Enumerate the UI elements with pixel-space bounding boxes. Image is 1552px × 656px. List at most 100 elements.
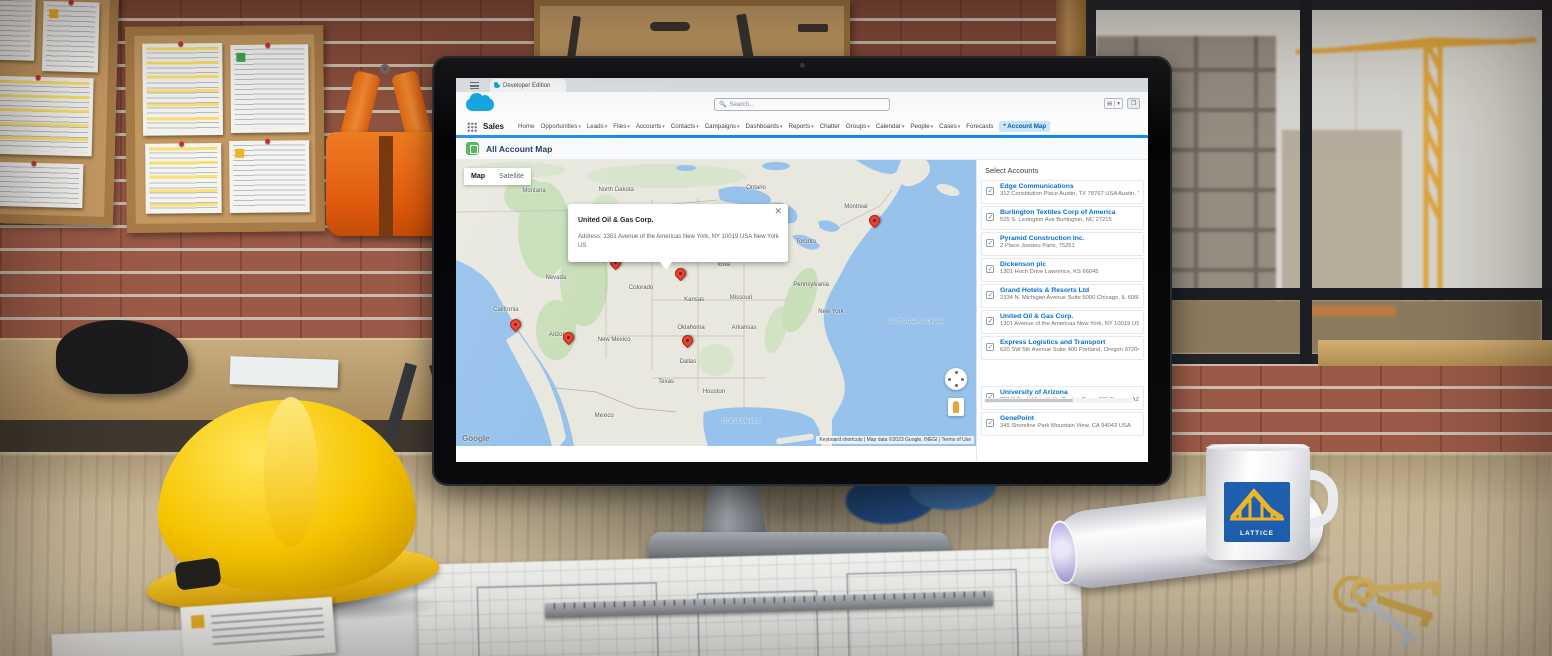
cork-board-left: [0, 0, 120, 226]
account-name-link[interactable]: Dickenson plc: [1000, 261, 1047, 268]
business-card: [180, 596, 336, 656]
grid-view-icon: ▤: [1107, 100, 1113, 107]
nav-tab[interactable]: * Account Map ▾: [999, 121, 1051, 132]
account-checkbox[interactable]: [986, 239, 994, 247]
map-label: Houston: [702, 388, 726, 395]
nav-tab[interactable]: Contacts ▾: [670, 123, 699, 130]
horizontal-scrollbar[interactable]: [983, 398, 1134, 403]
tool-bag: [56, 320, 188, 394]
account-list-item[interactable]: Pyramid Construction Inc. 2 Place Jussie…: [981, 232, 1144, 256]
map-label: Oklahoma: [677, 324, 705, 331]
account-checkbox[interactable]: [986, 317, 994, 325]
map-pan-control[interactable]: [945, 368, 967, 390]
nav-bar: Sales Home ▾ Opportunities ▾ Leads ▾ Fil…: [456, 118, 1148, 135]
map-label: Ontario: [746, 185, 766, 192]
account-name-link[interactable]: Edge Communications: [1000, 183, 1074, 190]
nav-tab[interactable]: Dashboards ▾: [745, 123, 783, 130]
map-label: Arizona: [548, 332, 570, 339]
map-label: Gulf of Mexico: [721, 418, 761, 425]
chevron-down-icon: ▾: [811, 123, 814, 130]
nav-tab[interactable]: Groups ▾: [845, 123, 870, 130]
account-list-item[interactable]: Edge Communications 312 Constitution Pla…: [981, 180, 1144, 204]
browser-tab[interactable]: Developer Edition: [490, 79, 566, 92]
account-name-link[interactable]: GenePoint: [1000, 415, 1034, 422]
safety-vest: [326, 64, 446, 236]
account-checkbox[interactable]: [986, 213, 994, 221]
account-name-link[interactable]: United Oil & Gas Corp.: [1000, 313, 1074, 320]
window-sill: [1318, 340, 1552, 366]
salesforce-logo[interactable]: [466, 93, 494, 111]
search-input[interactable]: [729, 101, 870, 108]
browser-tab-title: Developer Edition: [503, 82, 551, 89]
account-name-link[interactable]: Grand Hotels & Resorts Ltd: [1000, 287, 1090, 294]
account-name-link[interactable]: University of Arizona: [1000, 389, 1068, 396]
account-list-item[interactable]: Dickenson plc 1301 Hoch Drive Lawrence, …: [981, 258, 1144, 282]
map-label: Arkansas: [731, 324, 757, 331]
street-view-pegman[interactable]: [948, 398, 964, 416]
account-list-item[interactable]: Express Logistics and Transport 620 SW 5…: [981, 336, 1144, 360]
view-switcher-button[interactable]: ▤ ▾: [1104, 98, 1123, 109]
map-label: Colorado: [628, 285, 654, 292]
global-search[interactable]: 🔍: [714, 98, 890, 111]
account-checkbox[interactable]: [986, 187, 994, 195]
satellite-view-button[interactable]: Satellite: [492, 168, 531, 185]
account-address: 2 Place Jussieu Paris, 75251: [1000, 243, 1075, 249]
account-map-icon: [466, 142, 479, 155]
account-name-link[interactable]: Burlington Textiles Corp of America: [1000, 209, 1116, 216]
nav-tab[interactable]: Campaigns ▾: [704, 123, 740, 130]
chevron-down-icon: ▾: [1117, 100, 1120, 107]
map[interactable]: WashingtonMontanaNorth DakotaOntarioMont…: [456, 160, 976, 446]
webcam-dot: [800, 63, 805, 68]
nav-tab[interactable]: Opportunities ▾: [540, 123, 581, 130]
chevron-down-icon: ▾: [604, 123, 608, 130]
map-type-control: Map Satellite: [464, 168, 531, 185]
mug-logo-text: LATTICE: [1240, 530, 1274, 537]
close-icon[interactable]: ✕: [774, 206, 782, 216]
account-list-item[interactable]: Grand Hotels & Resorts Ltd 2334 N. Michi…: [981, 284, 1144, 308]
map-label: North Dakota: [598, 187, 634, 194]
truss-logo-icon: [1230, 488, 1284, 521]
account-address: 525 S. Lexington Ave Burlington, NC 2721…: [1000, 217, 1112, 223]
map-label: Pennsylvania: [793, 281, 830, 288]
account-name-link[interactable]: Express Logistics and Transport: [1000, 339, 1106, 346]
nav-tab[interactable]: Files ▾: [613, 123, 630, 130]
app-launcher-icon[interactable]: [467, 122, 477, 132]
page-title: All Account Map: [486, 144, 553, 154]
map-label: Mexico: [594, 412, 614, 419]
map-label: Texas: [658, 378, 674, 385]
account-checkbox[interactable]: [986, 265, 994, 273]
nav-tab[interactable]: Leads ▾: [586, 123, 608, 130]
nav-tab[interactable]: Forecasts ▾: [966, 123, 994, 130]
nav-tab[interactable]: Reports ▾: [788, 123, 814, 130]
nav-tab[interactable]: Chatter ▾: [819, 123, 840, 130]
nav-tab[interactable]: Home ▾: [518, 123, 535, 130]
map-label: North Atlantic Ocean: [888, 318, 944, 325]
account-checkbox[interactable]: [986, 343, 994, 351]
salesforce-favicon: [494, 81, 500, 88]
nav-tab[interactable]: Accounts ▾: [635, 123, 665, 130]
account-checkbox[interactable]: [986, 291, 994, 299]
keys: [1318, 556, 1494, 652]
accounts-panel-heading: Select Accounts: [985, 166, 1039, 175]
chevron-down-icon: ▾: [901, 123, 905, 130]
window-mullion: [1086, 287, 1552, 300]
nav-tab[interactable]: Cases ▾: [939, 123, 961, 130]
map-label: New York: [818, 308, 844, 315]
chevron-down-icon: ▾: [737, 123, 740, 130]
nav-tab[interactable]: Calendar ▾: [875, 123, 905, 130]
app-name: Sales: [483, 122, 504, 131]
map-attribution: Keyboard shortcuts | Map data ©2023 Goog…: [816, 436, 974, 444]
nav-underline: [456, 135, 1148, 138]
account-checkbox[interactable]: [986, 419, 994, 427]
account-list-item[interactable]: GenePoint 345 Shoreline Park Mountain Vi…: [981, 412, 1144, 436]
browser-menu-icon[interactable]: [470, 82, 479, 89]
new-window-button[interactable]: ❐: [1127, 98, 1140, 109]
nav-tab[interactable]: People ▾: [910, 123, 934, 130]
account-list-item[interactable]: Burlington Textiles Corp of America 525 …: [981, 206, 1144, 230]
chevron-down-icon: ▾: [696, 123, 699, 130]
accounts-panel: Select Accounts Edge Communications 312 …: [976, 160, 1148, 462]
stacked-papers: [229, 356, 339, 388]
account-list-item[interactable]: United Oil & Gas Corp. 1301 Avenue of th…: [981, 310, 1144, 334]
account-name-link[interactable]: Pyramid Construction Inc.: [1000, 235, 1085, 242]
map-view-button[interactable]: Map: [464, 168, 492, 185]
